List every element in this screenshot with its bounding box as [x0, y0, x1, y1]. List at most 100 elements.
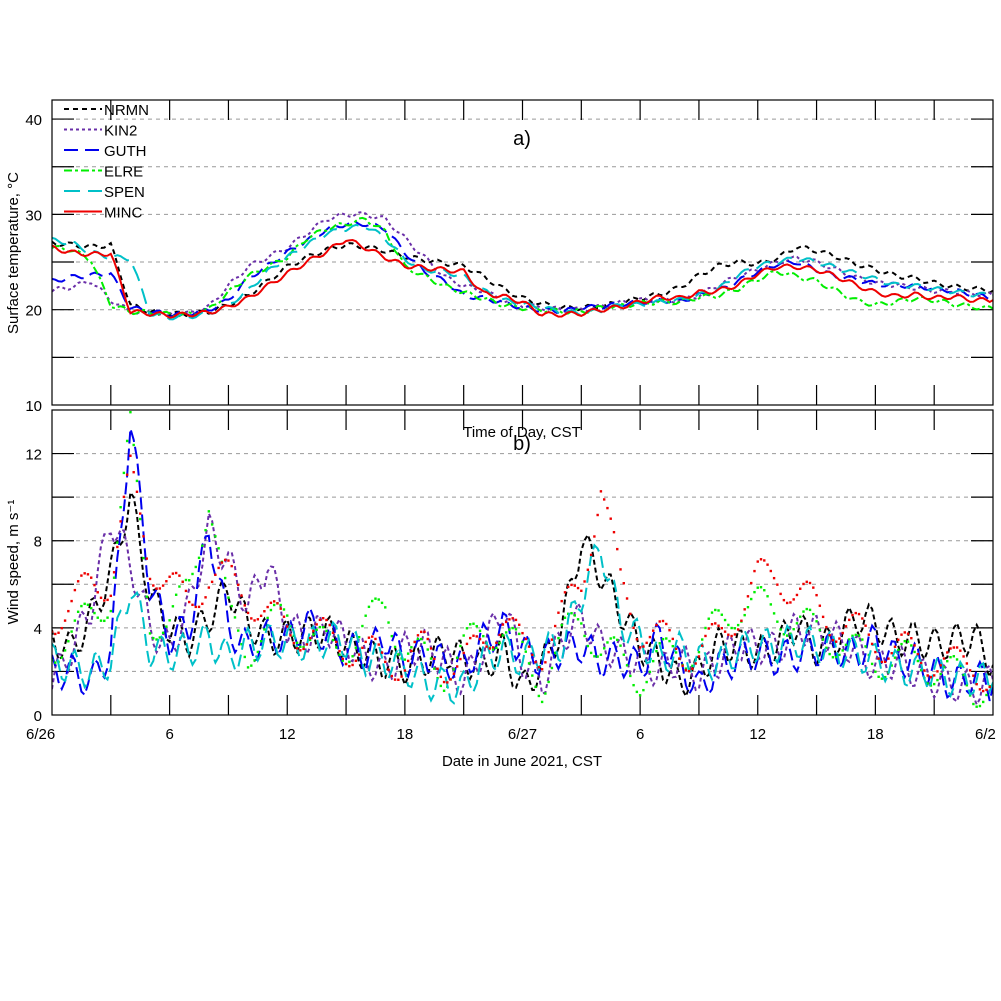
data-point-ELRE	[936, 678, 939, 682]
data-point-ELRE	[671, 644, 674, 648]
data-point-ELRE	[142, 556, 145, 560]
data-point-ELRE	[518, 632, 521, 636]
data-point-MINC	[730, 634, 733, 638]
data-point-ELRE	[668, 639, 671, 643]
data-point-MINC	[701, 644, 704, 647]
data-point-ELRE	[589, 651, 593, 655]
data-point-MINC	[184, 589, 188, 593]
data-point-ELRE	[815, 620, 818, 623]
series-SPEN	[52, 543, 993, 705]
data-point-ELRE	[80, 604, 83, 608]
data-point-ELRE	[985, 693, 988, 697]
data-point-MINC	[596, 513, 599, 517]
data-point-MINC	[524, 637, 527, 641]
data-point-ELRE	[93, 611, 96, 615]
x-tick-label: 6/2	[975, 726, 996, 743]
data-point-MINC	[923, 669, 926, 672]
data-point-MINC	[900, 633, 903, 636]
data-point-ELRE	[299, 645, 302, 648]
data-point-MINC	[733, 633, 737, 636]
data-point-ELRE	[145, 595, 148, 598]
data-point-ELRE	[818, 628, 822, 632]
data-point-MINC	[318, 618, 322, 622]
data-point-ELRE	[335, 646, 338, 649]
data-point-MINC	[665, 622, 668, 626]
data-point-MINC	[717, 624, 720, 627]
data-point-MINC	[174, 571, 178, 575]
data-point-MINC	[815, 593, 818, 597]
series-MINC	[52, 454, 991, 693]
data-point-MINC	[233, 573, 237, 576]
data-point-MINC	[413, 640, 416, 644]
data-point-ELRE	[946, 659, 949, 663]
data-point-MINC	[338, 649, 341, 653]
temperature-y-tick-label: 40	[25, 112, 42, 129]
data-point-MINC	[83, 572, 86, 575]
data-point-ELRE	[495, 646, 498, 650]
data-point-ELRE	[619, 644, 622, 647]
data-point-MINC	[109, 594, 113, 598]
data-point-ELRE	[632, 683, 635, 687]
data-point-ELRE	[521, 640, 524, 644]
data-point-ELRE	[717, 609, 720, 612]
data-point-MINC	[789, 601, 792, 604]
data-point-ELRE	[272, 603, 276, 607]
data-point-ELRE	[910, 644, 913, 647]
data-point-ELRE	[426, 648, 429, 651]
data-point-MINC	[740, 619, 743, 622]
data-point-MINC	[112, 571, 116, 574]
data-point-ELRE	[635, 690, 639, 694]
data-point-MINC	[919, 661, 923, 665]
data-point-MINC	[60, 626, 64, 630]
data-point-MINC	[400, 675, 403, 678]
data-point-ELRE	[462, 634, 465, 637]
data-point-MINC	[534, 660, 537, 664]
data-point-MINC	[848, 618, 851, 622]
data-point-MINC	[129, 454, 132, 457]
data-point-ELRE	[684, 667, 688, 670]
data-point-MINC	[609, 517, 612, 520]
data-point-ELRE	[736, 623, 740, 627]
temperature-x-axis-label: Time of Day, CST	[463, 424, 581, 441]
data-point-MINC	[723, 630, 727, 633]
data-point-MINC	[462, 651, 465, 655]
data-point-MINC	[426, 637, 429, 641]
data-point-ELRE	[501, 634, 505, 637]
data-point-MINC	[504, 620, 508, 624]
data-point-ELRE	[861, 638, 864, 641]
data-point-MINC	[351, 663, 354, 667]
data-point-ELRE	[848, 638, 851, 641]
data-point-ELRE	[616, 638, 619, 642]
data-point-MINC	[86, 573, 90, 576]
data-point-MINC	[825, 625, 828, 629]
data-point-MINC	[286, 625, 289, 628]
data-point-MINC	[753, 569, 756, 573]
wind-y-tick-label: 0	[34, 708, 42, 725]
data-point-MINC	[880, 660, 884, 664]
data-point-ELRE	[351, 655, 354, 658]
data-point-ELRE	[932, 682, 936, 686]
data-point-ELRE	[436, 676, 439, 680]
data-point-MINC	[243, 604, 246, 607]
data-point-MINC	[168, 575, 171, 578]
data-point-MINC	[714, 622, 717, 625]
data-point-MINC	[485, 645, 488, 648]
data-point-ELRE	[710, 611, 714, 614]
x-tick-label: 12	[279, 726, 296, 743]
data-point-ELRE	[112, 576, 116, 579]
data-point-MINC	[887, 657, 890, 660]
data-point-MINC	[152, 584, 155, 587]
data-point-MINC	[364, 640, 367, 644]
data-point-ELRE	[263, 628, 266, 631]
data-point-MINC	[197, 605, 201, 609]
data-point-MINC	[655, 623, 658, 627]
data-point-ELRE	[576, 618, 580, 621]
data-point-MINC	[674, 647, 678, 651]
data-point-ELRE	[665, 637, 668, 640]
data-point-ELRE	[629, 674, 632, 678]
data-point-ELRE	[380, 601, 384, 605]
data-point-ELRE	[168, 619, 171, 622]
data-point-ELRE	[779, 628, 782, 631]
data-point-ELRE	[253, 659, 256, 662]
data-point-MINC	[374, 637, 377, 641]
